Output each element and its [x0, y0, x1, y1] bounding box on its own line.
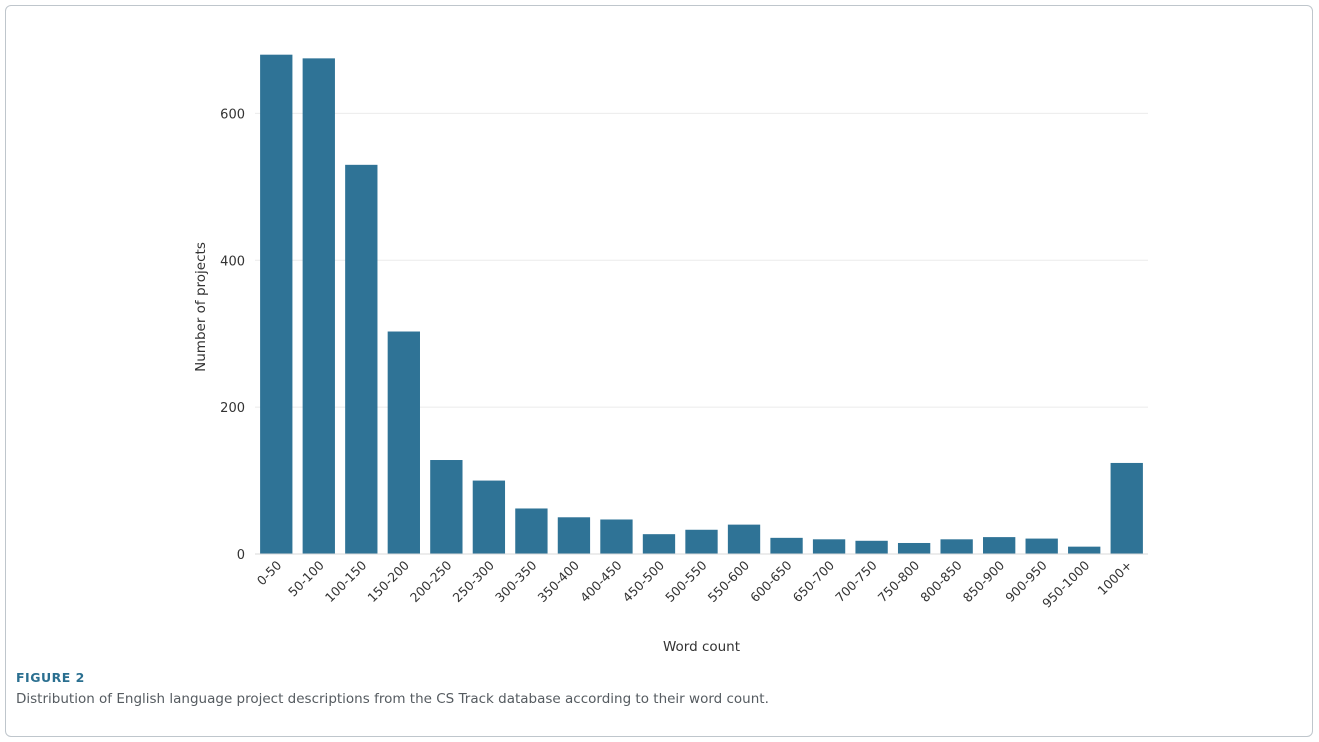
bar-100-150: [345, 164, 378, 555]
y-axis-ticks: 0 200 400 600: [220, 107, 245, 563]
bar-750-800: [897, 542, 931, 554]
bar-50-100: [302, 58, 335, 554]
x-tick-label: 0-50: [254, 557, 285, 588]
bar-350-400: [557, 517, 591, 554]
bar-850-900: [983, 537, 1016, 554]
x-tick-label: 750-800: [875, 557, 923, 605]
figure-caption: Distribution of English language project…: [16, 691, 769, 707]
x-tick-label: 300-350: [492, 557, 540, 605]
y-tick-label: 600: [220, 107, 245, 122]
bar-300-350: [515, 508, 548, 554]
x-tick-label: 650-700: [790, 557, 838, 605]
x-tick-label: 50-100: [285, 557, 327, 599]
bars: [260, 54, 1143, 555]
x-tick-label: 850-900: [960, 557, 1008, 605]
bar-0-50: [260, 54, 293, 554]
bar-450-500: [642, 534, 676, 554]
bar-200-250: [430, 460, 463, 554]
x-tick-label: 800-850: [917, 557, 965, 605]
bar-650-700: [812, 539, 846, 554]
bar-chart: 0 200 400 600 0-50 50-100100-150150-200200-2…: [193, 54, 1148, 655]
bar-500-550: [685, 529, 718, 554]
bar-1000+: [1110, 462, 1143, 554]
y-tick-label: 400: [220, 254, 245, 269]
x-tick-label: 1000+: [1094, 558, 1135, 599]
bar-700-750: [855, 540, 888, 554]
x-tick-label: 500-550: [662, 557, 710, 605]
bar-800-850: [940, 539, 973, 554]
x-axis-ticks: 0-50 50-100100-150150-200200-250250-30030…: [254, 557, 1135, 610]
bar-400-450: [600, 519, 633, 554]
bar-900-950: [1025, 538, 1058, 554]
figure-frame: [5, 5, 1313, 737]
bar-150-200: [387, 331, 420, 554]
x-tick-label: 550-600: [705, 557, 753, 605]
y-tick-label: 200: [220, 401, 245, 416]
y-axis-label: Number of projects: [193, 242, 209, 372]
x-tick-label: 200-250: [407, 557, 455, 605]
bar-250-300: [472, 480, 506, 554]
bar-600-650: [770, 537, 803, 554]
bar-550-600: [727, 524, 761, 554]
x-tick-label: 100-150: [322, 557, 370, 605]
x-tick-label: 700-750: [832, 557, 880, 605]
x-tick-label: 450-500: [620, 557, 668, 605]
x-axis-label: Word count: [663, 639, 740, 655]
x-tick-label: 350-400: [535, 557, 583, 605]
figure-label: FIGURE 2: [16, 670, 85, 685]
x-tick-label: 250-300: [449, 557, 497, 605]
x-tick-label: 400-450: [577, 557, 625, 605]
y-tick-label: 0: [237, 548, 245, 563]
bar-950-1000: [1068, 546, 1101, 554]
x-tick-label: 150-200: [364, 557, 412, 605]
x-tick-label: 600-650: [747, 557, 795, 605]
